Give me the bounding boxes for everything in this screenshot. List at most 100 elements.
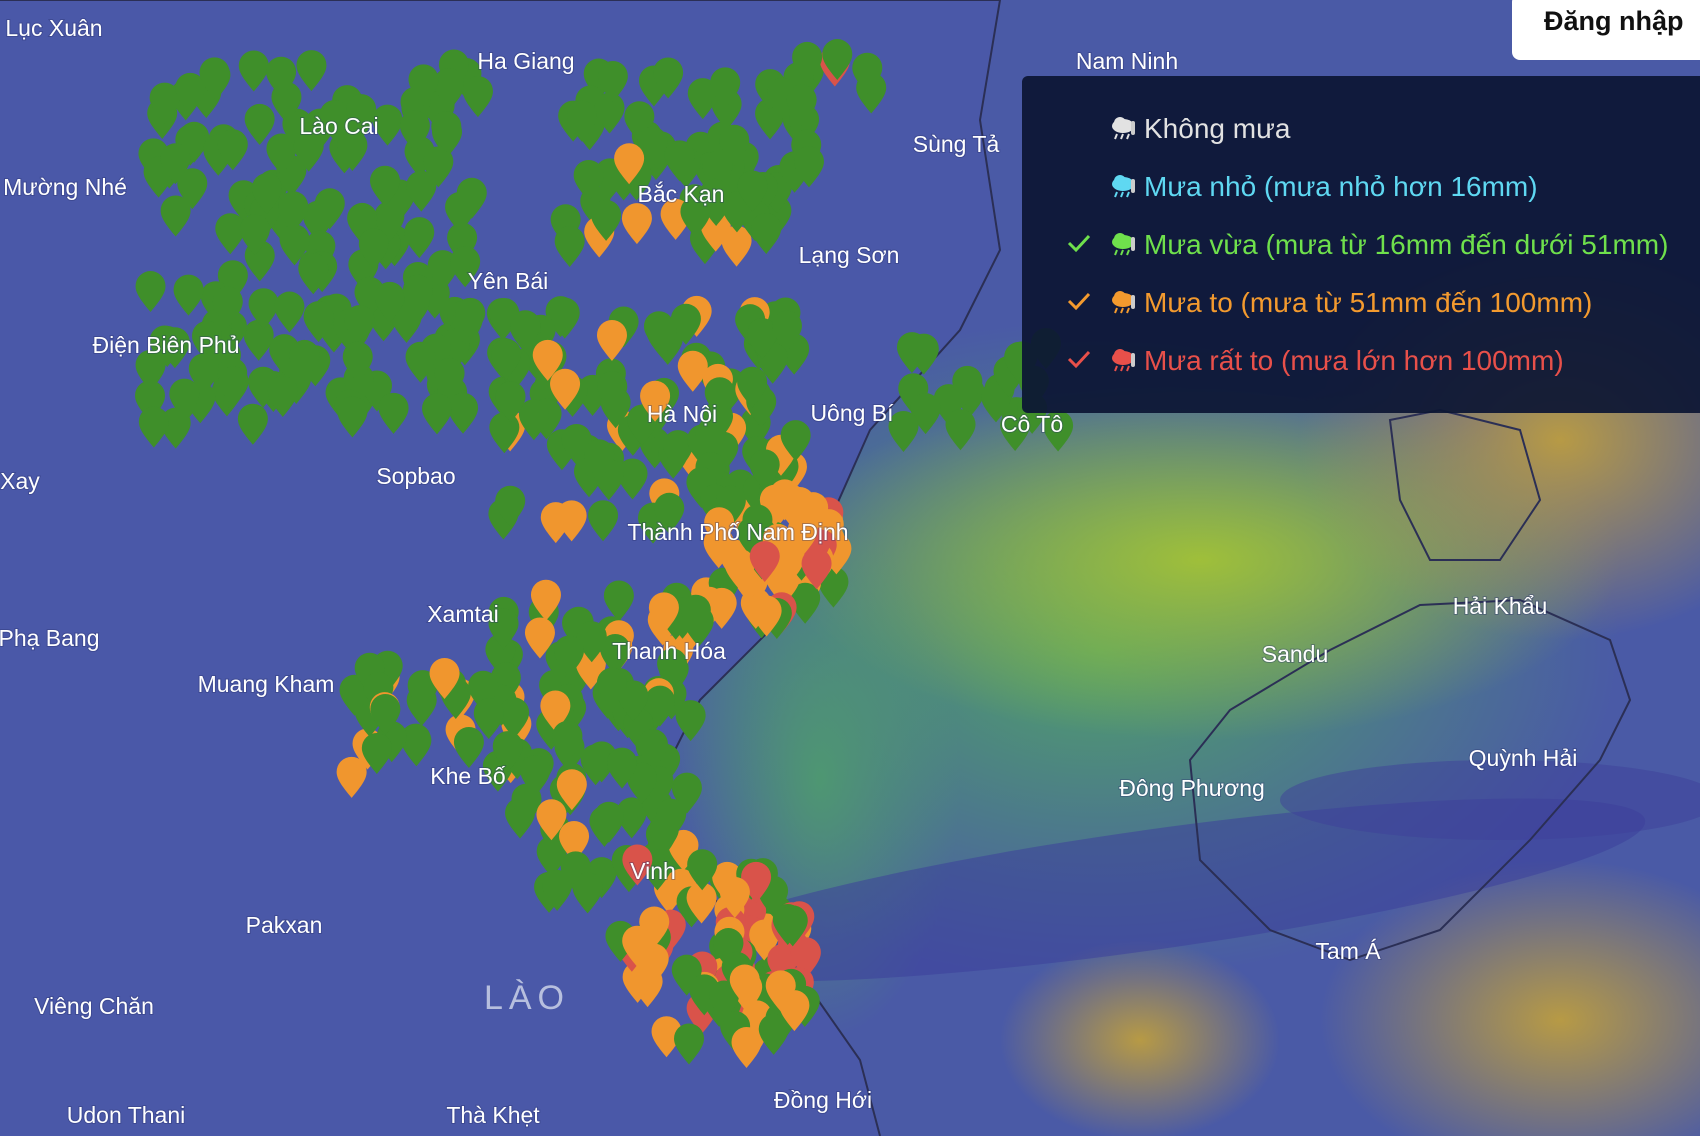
rain-marker[interactable] bbox=[790, 582, 821, 624]
rain-marker[interactable] bbox=[173, 274, 204, 316]
rain-marker[interactable] bbox=[779, 990, 810, 1032]
rain-marker[interactable] bbox=[737, 366, 768, 408]
rain-marker[interactable] bbox=[709, 980, 740, 1022]
rain-marker[interactable] bbox=[721, 191, 752, 233]
rain-marker[interactable] bbox=[751, 213, 782, 255]
rain-marker[interactable] bbox=[239, 214, 270, 256]
rain-marker[interactable] bbox=[149, 82, 180, 124]
login-button[interactable]: Đăng nhập bbox=[1512, 0, 1700, 60]
rain-marker[interactable] bbox=[680, 196, 711, 238]
rain-marker[interactable] bbox=[758, 1013, 789, 1055]
rain-marker[interactable] bbox=[646, 316, 677, 358]
rain-marker[interactable] bbox=[654, 492, 685, 534]
rain-marker[interactable] bbox=[653, 57, 684, 99]
rain-marker[interactable] bbox=[337, 396, 368, 438]
rain-marker[interactable] bbox=[293, 130, 324, 172]
rain-marker[interactable] bbox=[706, 587, 737, 629]
rain-marker[interactable] bbox=[677, 350, 708, 392]
rain-marker[interactable] bbox=[572, 872, 603, 914]
rain-marker[interactable] bbox=[339, 674, 370, 716]
rain-marker[interactable] bbox=[749, 541, 780, 583]
rain-marker[interactable] bbox=[499, 697, 530, 739]
rain-marker[interactable] bbox=[888, 410, 919, 452]
rain-marker[interactable] bbox=[719, 124, 750, 166]
rain-marker[interactable] bbox=[737, 170, 768, 212]
rain-marker[interactable] bbox=[637, 729, 668, 771]
rain-marker[interactable] bbox=[524, 617, 555, 659]
rain-marker[interactable] bbox=[217, 129, 248, 171]
rain-marker[interactable] bbox=[638, 943, 669, 985]
rain-marker[interactable] bbox=[530, 579, 561, 621]
rain-marker[interactable] bbox=[792, 41, 823, 83]
rain-marker[interactable] bbox=[710, 67, 741, 109]
rain-marker[interactable] bbox=[793, 146, 824, 188]
rain-marker[interactable] bbox=[450, 246, 481, 288]
rain-marker[interactable] bbox=[622, 844, 653, 886]
rain-marker[interactable] bbox=[274, 291, 305, 333]
rain-marker[interactable] bbox=[135, 271, 166, 313]
rain-marker[interactable] bbox=[138, 406, 169, 448]
rain-marker[interactable] bbox=[406, 170, 437, 212]
rain-marker[interactable] bbox=[704, 377, 735, 419]
rain-marker[interactable] bbox=[952, 365, 983, 407]
rain-marker[interactable] bbox=[532, 339, 563, 381]
rain-marker[interactable] bbox=[336, 756, 367, 798]
rain-marker[interactable] bbox=[536, 799, 567, 841]
rain-marker[interactable] bbox=[981, 381, 1012, 423]
rain-marker[interactable] bbox=[298, 253, 329, 295]
rain-marker[interactable] bbox=[346, 94, 377, 136]
rain-marker[interactable] bbox=[237, 403, 268, 445]
rain-marker[interactable] bbox=[552, 720, 583, 762]
rain-marker[interactable] bbox=[550, 368, 581, 410]
rain-marker[interactable] bbox=[1043, 410, 1074, 452]
rain-marker[interactable] bbox=[520, 755, 551, 797]
rain-marker[interactable] bbox=[618, 680, 649, 722]
rain-marker[interactable] bbox=[314, 188, 345, 230]
rain-marker[interactable] bbox=[495, 381, 526, 423]
rain-marker[interactable] bbox=[289, 339, 320, 381]
rain-marker[interactable] bbox=[188, 353, 219, 395]
rain-marker[interactable] bbox=[391, 301, 422, 343]
rain-marker[interactable] bbox=[243, 319, 274, 361]
rain-marker[interactable] bbox=[597, 61, 628, 103]
rain-marker[interactable] bbox=[556, 769, 587, 811]
rain-marker[interactable] bbox=[591, 199, 622, 241]
rain-marker[interactable] bbox=[751, 595, 782, 637]
rain-marker[interactable] bbox=[448, 392, 479, 434]
rain-marker[interactable] bbox=[787, 514, 818, 556]
rain-marker[interactable] bbox=[664, 140, 695, 182]
rain-marker[interactable] bbox=[651, 1016, 682, 1058]
rain-marker[interactable] bbox=[614, 143, 645, 185]
rain-marker[interactable] bbox=[495, 485, 526, 527]
rain-marker[interactable] bbox=[540, 690, 571, 732]
rain-marker[interactable] bbox=[786, 84, 817, 126]
rain-marker[interactable] bbox=[160, 195, 191, 237]
legend-item[interactable]: Mưa to (mưa từ 51mm đến 100mm) bbox=[1022, 283, 1592, 323]
rain-marker[interactable] bbox=[372, 104, 403, 146]
rain-marker[interactable] bbox=[594, 92, 625, 134]
rain-marker[interactable] bbox=[175, 72, 206, 114]
rain-marker[interactable] bbox=[361, 732, 392, 774]
rain-marker[interactable] bbox=[149, 325, 180, 367]
rain-marker[interactable] bbox=[510, 310, 541, 352]
rain-marker[interactable] bbox=[674, 1023, 705, 1065]
rain-marker[interactable] bbox=[559, 821, 590, 863]
rain-marker[interactable] bbox=[374, 281, 405, 323]
rain-marker[interactable] bbox=[473, 698, 504, 740]
rain-marker[interactable] bbox=[780, 420, 811, 462]
rain-marker[interactable] bbox=[606, 747, 637, 789]
rain-marker[interactable] bbox=[542, 869, 573, 911]
rain-marker[interactable] bbox=[729, 964, 760, 1006]
rain-marker[interactable] bbox=[266, 56, 297, 98]
rain-marker[interactable] bbox=[399, 110, 430, 152]
rain-marker[interactable] bbox=[852, 52, 883, 94]
rain-marker[interactable] bbox=[656, 798, 687, 840]
rain-marker[interactable] bbox=[822, 39, 853, 81]
rain-marker[interactable] bbox=[358, 228, 389, 270]
rain-marker[interactable] bbox=[169, 378, 200, 420]
rain-marker[interactable] bbox=[244, 103, 275, 145]
rain-marker[interactable] bbox=[687, 849, 718, 891]
rain-marker[interactable] bbox=[408, 64, 439, 106]
rain-marker[interactable] bbox=[670, 303, 701, 345]
rain-marker[interactable] bbox=[703, 527, 734, 569]
